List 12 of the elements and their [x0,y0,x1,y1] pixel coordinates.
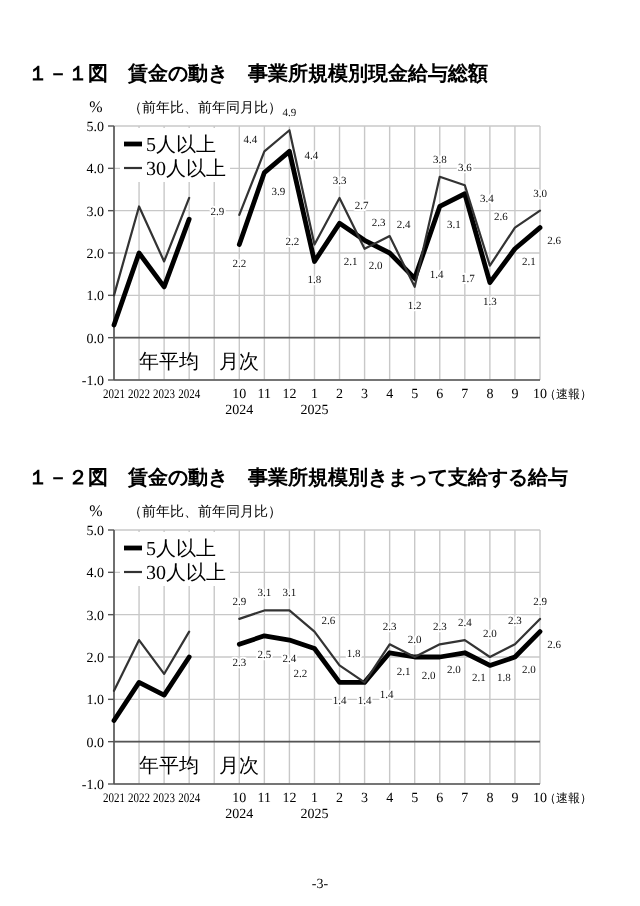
annotation: 月次 [219,756,260,778]
y-axis-title: % [89,98,104,116]
legend-label: 30人以上 [146,561,226,585]
annotation: 月次 [219,352,260,374]
legend-label: 5人以上 [146,133,216,157]
annotation: 年平均 [139,754,200,778]
legend-label: 30人以上 [146,157,226,181]
y-axis-title: % [89,502,104,520]
chart-title: １－１図 賃金の動き 事業所規模別現金給与総額 [28,62,488,86]
chart-title: １－２図 賃金の動き 事業所規模別きまって支給する給与 [28,466,568,490]
legend-label: 5人以上 [146,537,216,561]
annotation: 年平均 [139,350,200,374]
